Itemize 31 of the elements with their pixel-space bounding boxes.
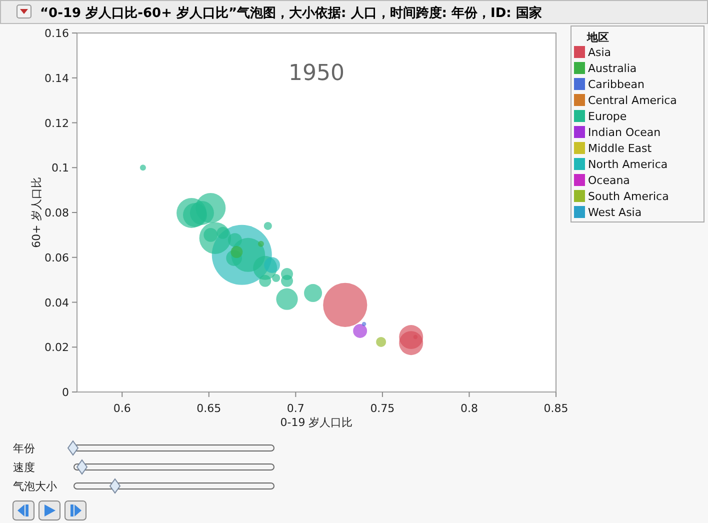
y-tick-label: 0.12	[44, 116, 69, 130]
y-tick-label: 0.04	[44, 296, 69, 310]
y-axis-title: 60+ 岁人口比	[30, 177, 43, 248]
x-tick-label: 0.7	[286, 402, 304, 415]
legend-label: Australia	[588, 62, 637, 75]
text: 年份	[13, 442, 35, 455]
x-axis-title: 0-19 岁人口比	[280, 416, 353, 429]
y-tick-label: 0.08	[44, 206, 69, 220]
legend-label: Oceana	[588, 174, 630, 187]
y-tick-label: 0.1	[52, 162, 69, 175]
legend-label: Asia	[588, 46, 612, 59]
text: 速度	[13, 461, 35, 474]
x-tick-label: 0.65	[196, 402, 222, 415]
y-tick-label: 0.14	[44, 72, 69, 85]
chart-title: “0-19 岁人口比-60+ 岁人口比”气泡图，大小依据: 人口，时间跨度: 年份，ID: 国家	[40, 5, 542, 21]
y-tick-label: 0.06	[44, 251, 69, 264]
x-tick-label: 0.6	[113, 402, 131, 415]
legend-title: 地区	[586, 31, 609, 44]
legend-label: Middle East	[588, 142, 652, 155]
y-tick-label: 0	[62, 386, 69, 399]
legend-label: West Asia	[588, 206, 642, 219]
legend-label: Indian Ocean	[588, 126, 661, 139]
text: 气泡大小	[13, 480, 57, 493]
legend-label: Caribbean	[588, 78, 644, 91]
legend-label: Europe	[588, 110, 627, 123]
x-tick-label: 0.75	[370, 402, 395, 415]
y-tick-label: 0.16	[44, 27, 69, 40]
x-tick-label: 0.8	[460, 402, 478, 415]
x-tick-label: 0.85	[544, 402, 568, 415]
annotation: 1950	[288, 61, 344, 86]
y-tick-label: 0.02	[44, 341, 69, 354]
